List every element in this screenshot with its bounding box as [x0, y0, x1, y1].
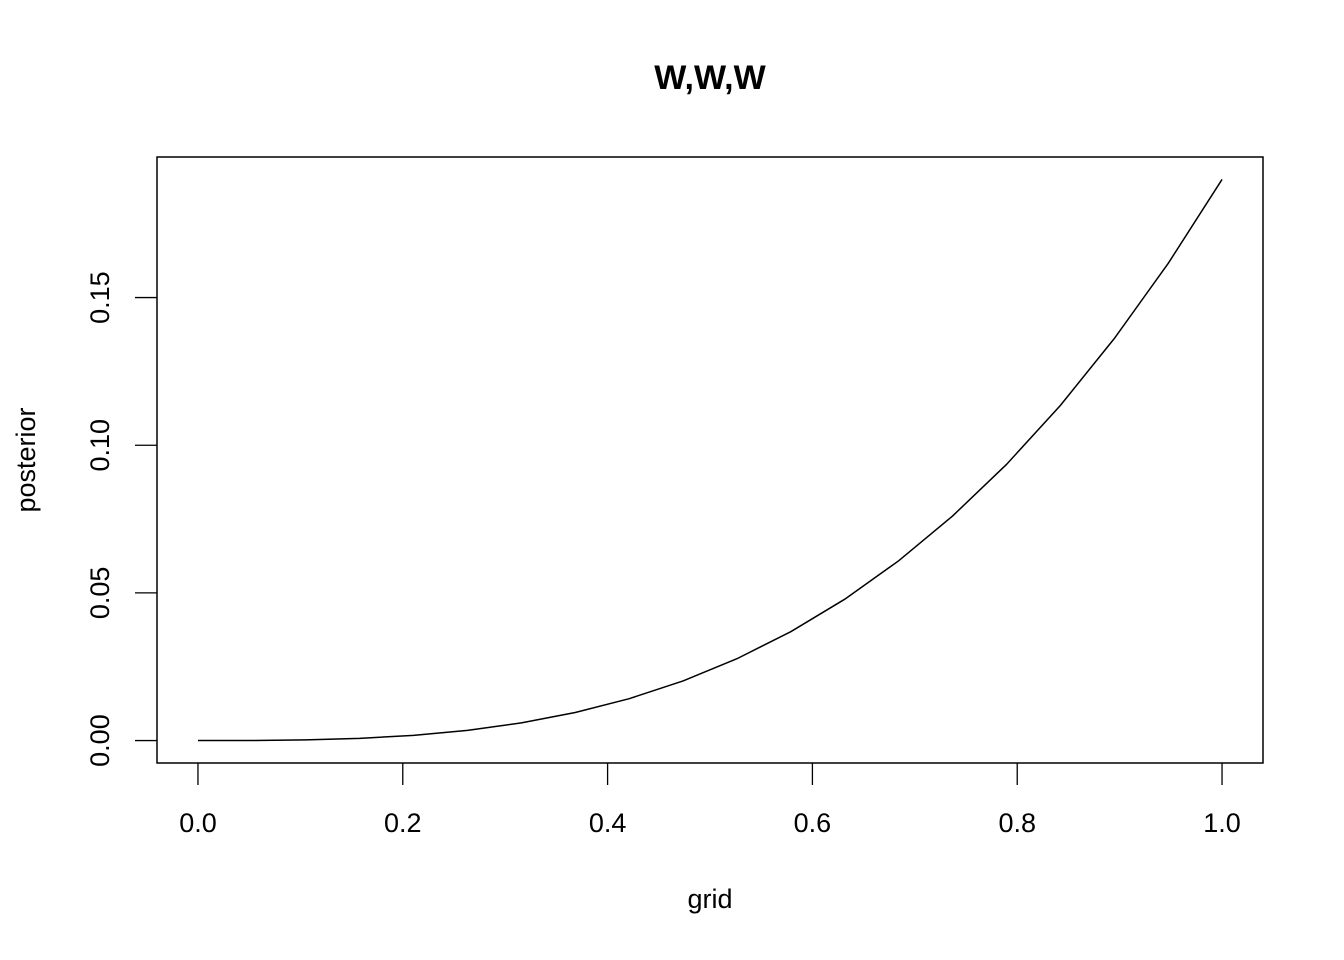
x-tick-label: 0.8: [998, 808, 1036, 838]
x-tick-label: 0.2: [384, 808, 422, 838]
y-axis-label: posterior: [11, 407, 41, 512]
line: [197, 179, 1223, 742]
y-tick-label: 0.00: [85, 714, 115, 767]
chart-title: W,W,W: [654, 59, 766, 97]
x-tick-label: 1.0: [1203, 808, 1241, 838]
x-tick-label: 0.0: [179, 808, 217, 838]
y-tick-label: 0.10: [85, 419, 115, 472]
x-tick-label: 0.6: [794, 808, 832, 838]
y-tick-label: 0.15: [85, 271, 115, 324]
plot-box: [156, 156, 1264, 764]
y-tick-label: 0.05: [85, 567, 115, 620]
x-tick-label: 0.4: [589, 808, 627, 838]
x-axis-label: grid: [687, 884, 732, 914]
